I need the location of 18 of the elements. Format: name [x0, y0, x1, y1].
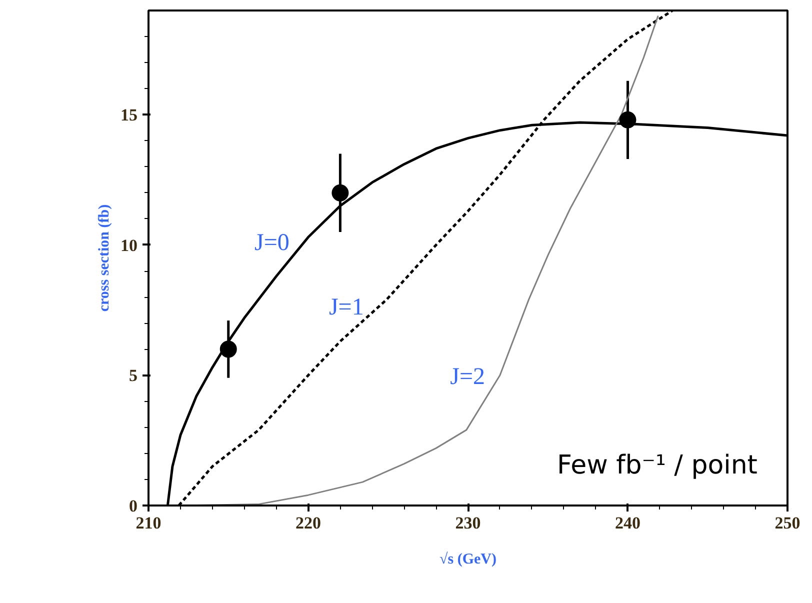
x-tick-label: 230 [455, 514, 481, 532]
x-tick-label: 250 [774, 514, 800, 532]
y-tick-label: 5 [129, 366, 138, 386]
y-tick-label: 0 [129, 496, 138, 516]
y-tick-label: 15 [120, 106, 138, 125]
x-tick-label: 210 [136, 514, 162, 532]
point [619, 111, 636, 128]
series-label: J=1 [328, 294, 364, 320]
point [332, 184, 349, 202]
x-tick-label: 240 [615, 514, 640, 532]
x-axis-title: √s (GeV) [440, 552, 496, 568]
series-label: J=0 [254, 230, 290, 256]
annotation: Few fb⁻¹ / point [557, 450, 758, 480]
x-tick-label: 220 [296, 514, 321, 532]
series-label: J=2 [450, 364, 485, 390]
y-axis-title: cross section (fb) [96, 204, 112, 312]
y-tick-label: 10 [120, 236, 138, 255]
point [220, 340, 237, 358]
